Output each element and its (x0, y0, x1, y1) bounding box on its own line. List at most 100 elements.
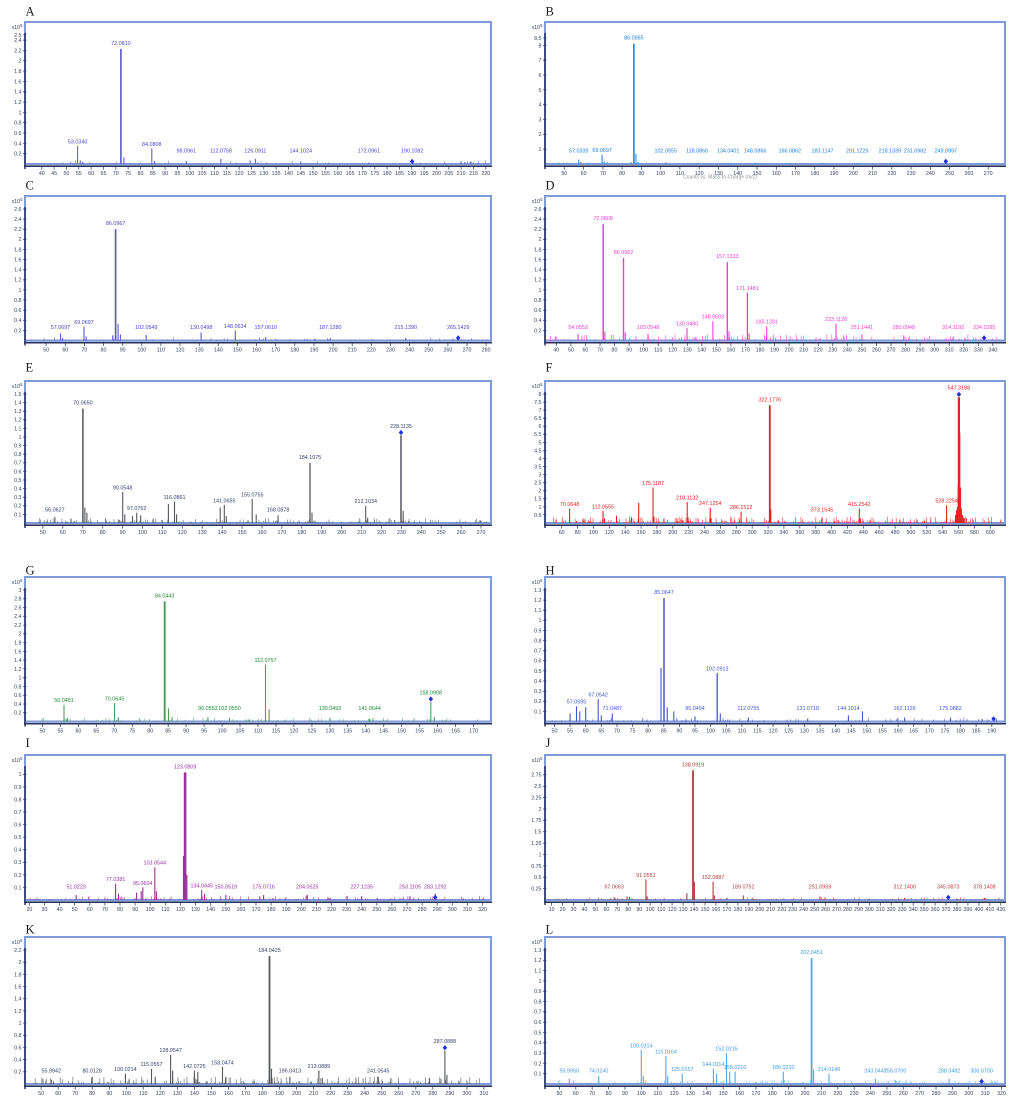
svg-text:240: 240 (843, 348, 852, 354)
svg-text:1.4: 1.4 (14, 401, 21, 407)
svg-text:90: 90 (636, 907, 642, 913)
svg-text:170: 170 (741, 348, 750, 354)
svg-text:80: 80 (645, 729, 651, 735)
svg-text:250: 250 (882, 1091, 891, 1097)
svg-text:140: 140 (206, 907, 215, 913)
svg-text:57.0697: 57.0697 (51, 325, 71, 331)
svg-text:x105: x105 (12, 23, 24, 31)
svg-text:102.0549: 102.0549 (135, 325, 157, 331)
svg-text:170: 170 (252, 907, 261, 913)
svg-text:80.0128: 80.0128 (82, 1068, 102, 1074)
svg-text:4: 4 (539, 456, 542, 462)
svg-text:160: 160 (726, 348, 735, 354)
svg-text:L: L (546, 923, 554, 937)
svg-text:155: 155 (415, 729, 424, 735)
svg-text:300: 300 (448, 907, 457, 913)
svg-text:130: 130 (173, 1091, 182, 1097)
svg-text:200: 200 (297, 907, 306, 913)
svg-text:230: 230 (343, 1091, 352, 1097)
svg-text:227.1235: 227.1235 (350, 884, 372, 890)
svg-text:218.1339: 218.1339 (879, 148, 901, 154)
svg-text:2: 2 (539, 807, 542, 813)
svg-text:80: 80 (612, 348, 618, 354)
svg-text:310: 310 (945, 348, 954, 354)
svg-text:138.0919: 138.0919 (682, 762, 704, 768)
svg-text:50: 50 (43, 348, 49, 354)
svg-text:0.2: 0.2 (14, 711, 21, 717)
svg-text:0.75: 0.75 (531, 864, 541, 870)
svg-text:580: 580 (970, 530, 979, 536)
svg-text:2.4: 2.4 (14, 217, 21, 223)
svg-text:80: 80 (89, 1091, 95, 1097)
svg-text:1.8: 1.8 (14, 247, 21, 253)
svg-text:0.7: 0.7 (14, 810, 21, 816)
svg-text:1.2: 1.2 (534, 958, 541, 964)
svg-text:215.1390: 215.1390 (395, 325, 417, 331)
svg-text:260: 260 (964, 171, 973, 177)
svg-text:1.2: 1.2 (534, 278, 541, 284)
svg-text:280: 280 (901, 348, 910, 354)
svg-text:150: 150 (712, 348, 721, 354)
svg-text:50: 50 (556, 1091, 562, 1097)
svg-text:102.0913: 102.0913 (706, 666, 728, 672)
svg-text:158.0908: 158.0908 (420, 690, 442, 696)
svg-text:185: 185 (395, 171, 404, 177)
svg-text:50: 50 (561, 171, 567, 177)
svg-text:260: 260 (899, 1091, 908, 1097)
svg-text:2: 2 (19, 960, 22, 966)
svg-text:100.0214: 100.0214 (114, 1067, 136, 1073)
svg-text:90: 90 (622, 1091, 628, 1097)
svg-text:310: 310 (876, 907, 885, 913)
svg-text:141.0655: 141.0655 (213, 498, 235, 504)
svg-text:142.0725: 142.0725 (183, 1064, 205, 1070)
svg-text:420: 420 (843, 530, 852, 536)
svg-text:80: 80 (117, 907, 123, 913)
svg-text:1: 1 (19, 288, 22, 294)
svg-text:1.3: 1.3 (14, 409, 21, 415)
svg-text:74.0240: 74.0240 (589, 1068, 609, 1074)
svg-text:50: 50 (72, 907, 78, 913)
svg-text:135: 135 (343, 729, 352, 735)
svg-text:290: 290 (916, 348, 925, 354)
svg-text:E: E (26, 361, 34, 375)
svg-text:130: 130 (325, 729, 334, 735)
svg-text:50: 50 (64, 171, 70, 177)
svg-text:80: 80 (138, 171, 144, 177)
svg-text:150: 150 (397, 729, 406, 735)
svg-text:2.6: 2.6 (14, 207, 21, 213)
svg-text:290: 290 (854, 907, 863, 913)
svg-text:1: 1 (539, 147, 542, 153)
svg-text:102.0550: 102.0550 (218, 706, 240, 712)
svg-text:190.1082: 190.1082 (401, 148, 423, 154)
svg-text:200: 200 (849, 171, 858, 177)
svg-text:231.0982: 231.0982 (904, 148, 926, 154)
svg-text:120: 120 (289, 729, 298, 735)
svg-text:500: 500 (906, 530, 915, 536)
svg-text:55: 55 (567, 729, 573, 735)
svg-text:144.1014: 144.1014 (837, 706, 859, 712)
svg-text:1.2: 1.2 (14, 278, 21, 284)
svg-text:0.1: 0.1 (14, 512, 21, 518)
svg-text:251.0959: 251.0959 (809, 884, 831, 890)
svg-text:150: 150 (862, 729, 871, 735)
svg-text:70.0648: 70.0648 (560, 502, 580, 508)
svg-text:300: 300 (462, 1091, 471, 1097)
svg-text:55: 55 (57, 729, 63, 735)
svg-text:540: 540 (938, 530, 947, 536)
svg-text:120: 120 (176, 348, 185, 354)
svg-text:70: 70 (80, 530, 86, 536)
svg-text:360: 360 (931, 907, 940, 913)
svg-text:130.0480: 130.0480 (676, 321, 698, 327)
svg-text:310: 310 (479, 1091, 488, 1097)
svg-text:56.0627: 56.0627 (45, 507, 65, 513)
svg-text:230: 230 (342, 907, 351, 913)
svg-text:255.0700: 255.0700 (884, 1068, 906, 1074)
svg-text:60: 60 (75, 729, 81, 735)
svg-text:0.2: 0.2 (534, 699, 541, 705)
svg-text:50: 50 (38, 1091, 44, 1097)
svg-text:C: C (26, 179, 34, 193)
svg-text:95.0494: 95.0494 (685, 706, 705, 712)
svg-text:220: 220 (327, 907, 336, 913)
svg-text:105: 105 (236, 729, 245, 735)
svg-text:160: 160 (894, 729, 903, 735)
